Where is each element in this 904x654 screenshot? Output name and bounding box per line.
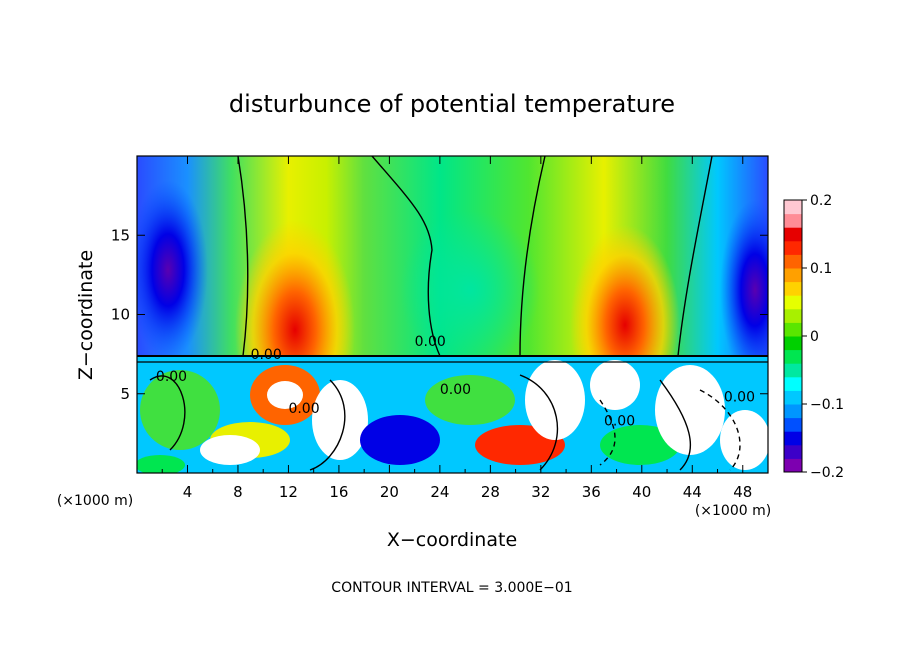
plot-area: 0.00 0.00 0.00 0.00 0.00 0.00 0.00 <box>137 156 768 473</box>
x-tick-label: 28 <box>481 483 500 501</box>
x-tick-label: 16 <box>329 483 348 501</box>
x-axis: 4 8 12 16 20 24 28 32 36 40 44 48 <box>161 156 752 501</box>
colorbar-tick-label: 0.2 <box>810 193 832 209</box>
x-tick-label: 20 <box>380 483 399 501</box>
contour-label: 0.00 <box>415 334 446 350</box>
y-axis: 5 10 15 <box>111 226 768 403</box>
cold-blob-right <box>720 200 768 380</box>
colorbar-swatch <box>784 444 802 459</box>
neutral-core <box>400 210 540 370</box>
colorbar-swatch <box>784 431 802 446</box>
colorbar-swatch <box>784 390 802 405</box>
colorbar-frame <box>783 199 803 473</box>
colorbar-swatch <box>784 213 802 228</box>
x-tick-label: 4 <box>183 483 193 501</box>
colorbar-tick-label: −0.2 <box>810 465 844 481</box>
colorbar-swatch <box>784 308 802 323</box>
x-tick-label: 12 <box>279 483 298 501</box>
contour-lines <box>137 156 768 471</box>
contour-label: 0.00 <box>288 401 319 417</box>
colorbar-swatch <box>784 417 802 432</box>
colorbar-swatch <box>784 336 802 351</box>
colorbar-tick-label: 0.1 <box>810 261 832 277</box>
colorbar-swatch <box>784 268 802 283</box>
colorbar-swatch <box>784 363 802 378</box>
x-tick-label: 48 <box>733 483 752 501</box>
x-unit-left: (×1000 m) <box>57 493 133 509</box>
y-tick-label: 15 <box>111 226 130 244</box>
colorbar-swatch <box>784 349 802 364</box>
contour-interval-note: CONTOUR INTERVAL = 3.000E−01 <box>331 580 572 596</box>
colorbar-swatch <box>784 281 802 296</box>
cold-blob-left <box>137 180 208 360</box>
x-tick-label: 36 <box>582 483 601 501</box>
x-tick-label: 8 <box>233 483 243 501</box>
colorbar-swatch <box>784 254 802 269</box>
contour-label: 0.00 <box>604 413 635 429</box>
colorbar-swatch <box>784 376 802 391</box>
y-tick-label: 10 <box>111 306 130 324</box>
colorbar-tick-label: 0 <box>810 329 819 345</box>
colorbar-swatch <box>784 322 802 337</box>
colorbar-ticks: 0.2 0.1 0 −0.1 −0.2 <box>802 193 844 481</box>
contour-label: 0.00 <box>251 347 282 363</box>
colorbar-swatch <box>784 200 802 215</box>
x-tick-label: 32 <box>531 483 550 501</box>
lower-patches <box>137 360 768 473</box>
colorbar-swatch <box>784 227 802 242</box>
colorbar-swatch <box>784 240 802 255</box>
x-tick-label: 44 <box>683 483 702 501</box>
contour-label: 0.00 <box>440 382 471 398</box>
y-axis-label: Z−coordinate <box>75 250 97 380</box>
colorbar-swatch <box>784 458 802 473</box>
contour-labels: 0.00 0.00 0.00 0.00 0.00 0.00 0.00 <box>156 334 755 429</box>
colorbar <box>784 200 802 473</box>
x-tick-label: 40 <box>632 483 651 501</box>
contour-label: 0.00 <box>156 369 187 385</box>
x-unit-right: (×1000 m) <box>695 503 771 519</box>
y-tick-label: 5 <box>120 385 130 403</box>
x-tick-label: 24 <box>430 483 449 501</box>
contour-label: 0.00 <box>724 390 755 406</box>
colorbar-swatch <box>784 404 802 419</box>
colorbar-tick-label: −0.1 <box>810 397 844 413</box>
colorbar-swatch <box>784 295 802 310</box>
x-axis-label: X−coordinate <box>387 529 517 551</box>
chart-title: disturbunce of potential temperature <box>229 90 675 118</box>
